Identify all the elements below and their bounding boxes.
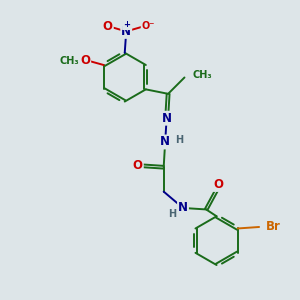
Text: N: N [160,136,170,148]
Text: H: H [176,136,184,146]
Text: O⁻: O⁻ [142,21,155,31]
Text: N: N [178,202,188,214]
Text: N: N [121,25,131,38]
Text: O: O [80,54,90,67]
Text: Br: Br [266,220,280,233]
Text: O: O [214,178,224,191]
Text: O: O [103,20,113,33]
Text: +: + [123,20,130,29]
Text: CH₃: CH₃ [193,70,212,80]
Text: H: H [168,209,176,220]
Text: O: O [133,159,143,172]
Text: N: N [162,112,172,125]
Text: CH₃: CH₃ [60,56,80,65]
